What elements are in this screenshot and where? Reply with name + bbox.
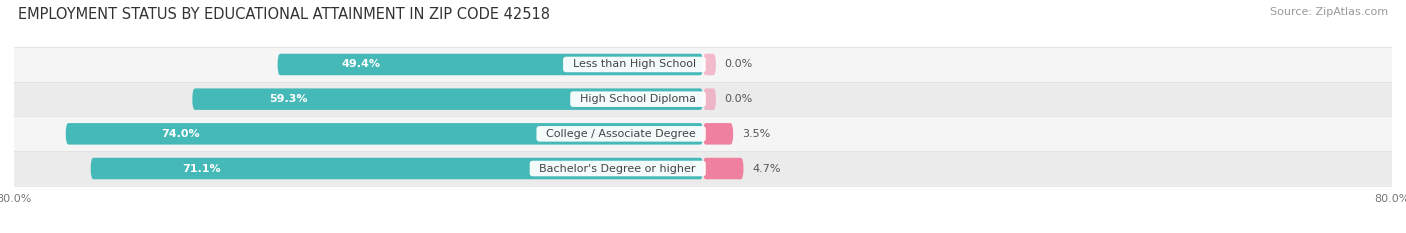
FancyBboxPatch shape: [193, 88, 703, 110]
FancyBboxPatch shape: [703, 123, 733, 145]
Text: College / Associate Degree: College / Associate Degree: [540, 129, 703, 139]
FancyBboxPatch shape: [277, 54, 703, 75]
Text: 0.0%: 0.0%: [724, 94, 752, 104]
Text: 0.0%: 0.0%: [724, 59, 752, 69]
Text: Source: ZipAtlas.com: Source: ZipAtlas.com: [1270, 7, 1388, 17]
FancyBboxPatch shape: [703, 158, 744, 179]
FancyBboxPatch shape: [91, 158, 703, 179]
Text: 59.3%: 59.3%: [269, 94, 308, 104]
Text: 74.0%: 74.0%: [162, 129, 200, 139]
Text: High School Diploma: High School Diploma: [574, 94, 703, 104]
Text: 49.4%: 49.4%: [342, 59, 381, 69]
Text: Bachelor's Degree or higher: Bachelor's Degree or higher: [533, 164, 703, 174]
FancyBboxPatch shape: [703, 88, 716, 110]
Text: Less than High School: Less than High School: [565, 59, 703, 69]
FancyBboxPatch shape: [14, 82, 1392, 116]
FancyBboxPatch shape: [703, 54, 716, 75]
Text: 4.7%: 4.7%: [752, 164, 780, 174]
Text: EMPLOYMENT STATUS BY EDUCATIONAL ATTAINMENT IN ZIP CODE 42518: EMPLOYMENT STATUS BY EDUCATIONAL ATTAINM…: [18, 7, 550, 22]
FancyBboxPatch shape: [66, 123, 703, 145]
Text: 3.5%: 3.5%: [742, 129, 770, 139]
Text: 71.1%: 71.1%: [183, 164, 221, 174]
FancyBboxPatch shape: [14, 151, 1392, 186]
FancyBboxPatch shape: [14, 47, 1392, 82]
FancyBboxPatch shape: [14, 116, 1392, 151]
